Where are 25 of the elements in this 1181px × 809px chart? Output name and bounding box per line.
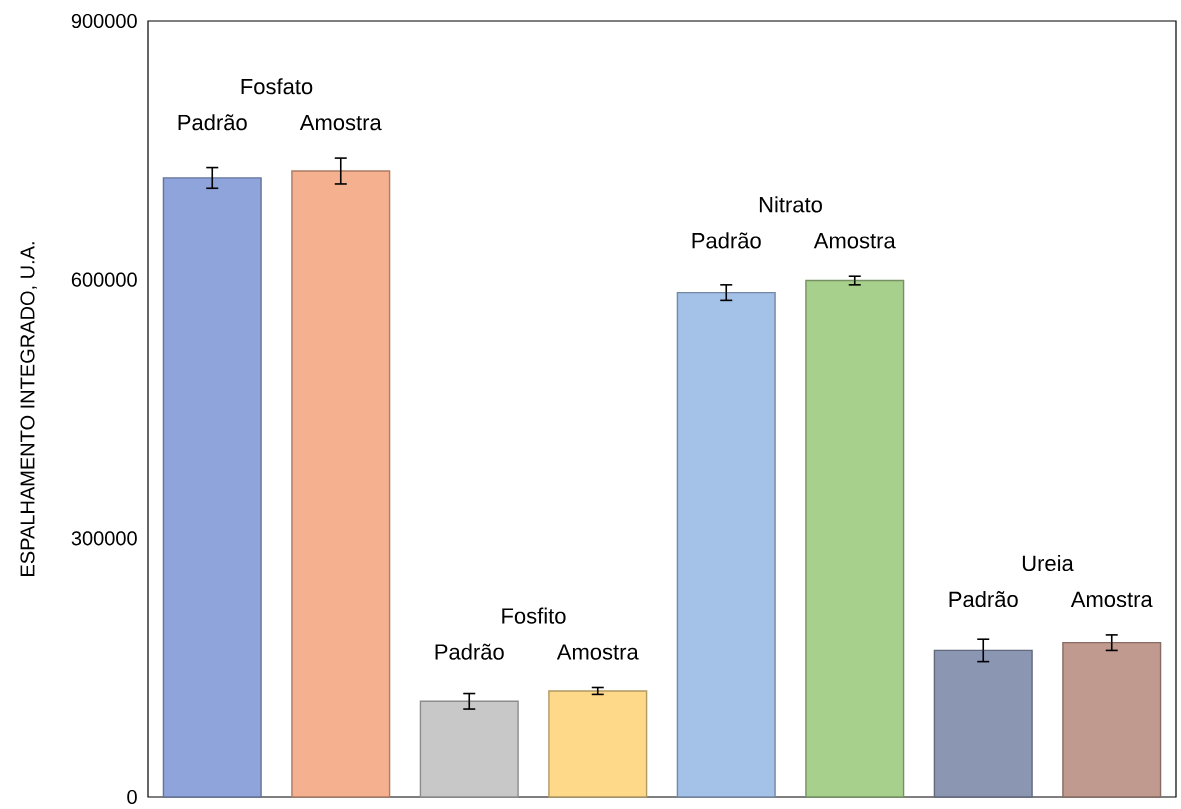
x-tick-label: Padrão [692, 232, 761, 249]
bar [291, 170, 391, 798]
bar [933, 649, 1033, 798]
bar [162, 177, 262, 798]
annotation: Nitrato [759, 196, 822, 213]
x-tick-label: Amostra [813, 233, 896, 249]
annotation: Ureia [1022, 554, 1074, 572]
x-tick-label: Padrão [949, 590, 1018, 608]
x-tick-label: Padrão [178, 114, 247, 131]
bar [1062, 641, 1162, 798]
y-tick-label: 900000 [71, 13, 137, 29]
annotation: Fosfito [502, 607, 566, 624]
x-tick-label: Amostra [556, 644, 639, 660]
x-tick-label: Amostra [299, 114, 382, 131]
bar [419, 700, 519, 798]
x-tick-label: Amostra [1070, 591, 1153, 608]
bar [548, 690, 648, 798]
bar [805, 279, 905, 798]
y-tick-label: 0 [127, 789, 137, 805]
y-tick-label: 300000 [71, 531, 137, 546]
y-axis-title: ESPALHAMENTO INTEGRADO, U.A. [20, 242, 37, 576]
bar [676, 291, 776, 798]
annotation: Fosfato [241, 78, 313, 95]
x-tick-label: Padrão [435, 643, 504, 660]
y-tick-label: 600000 [71, 272, 137, 287]
